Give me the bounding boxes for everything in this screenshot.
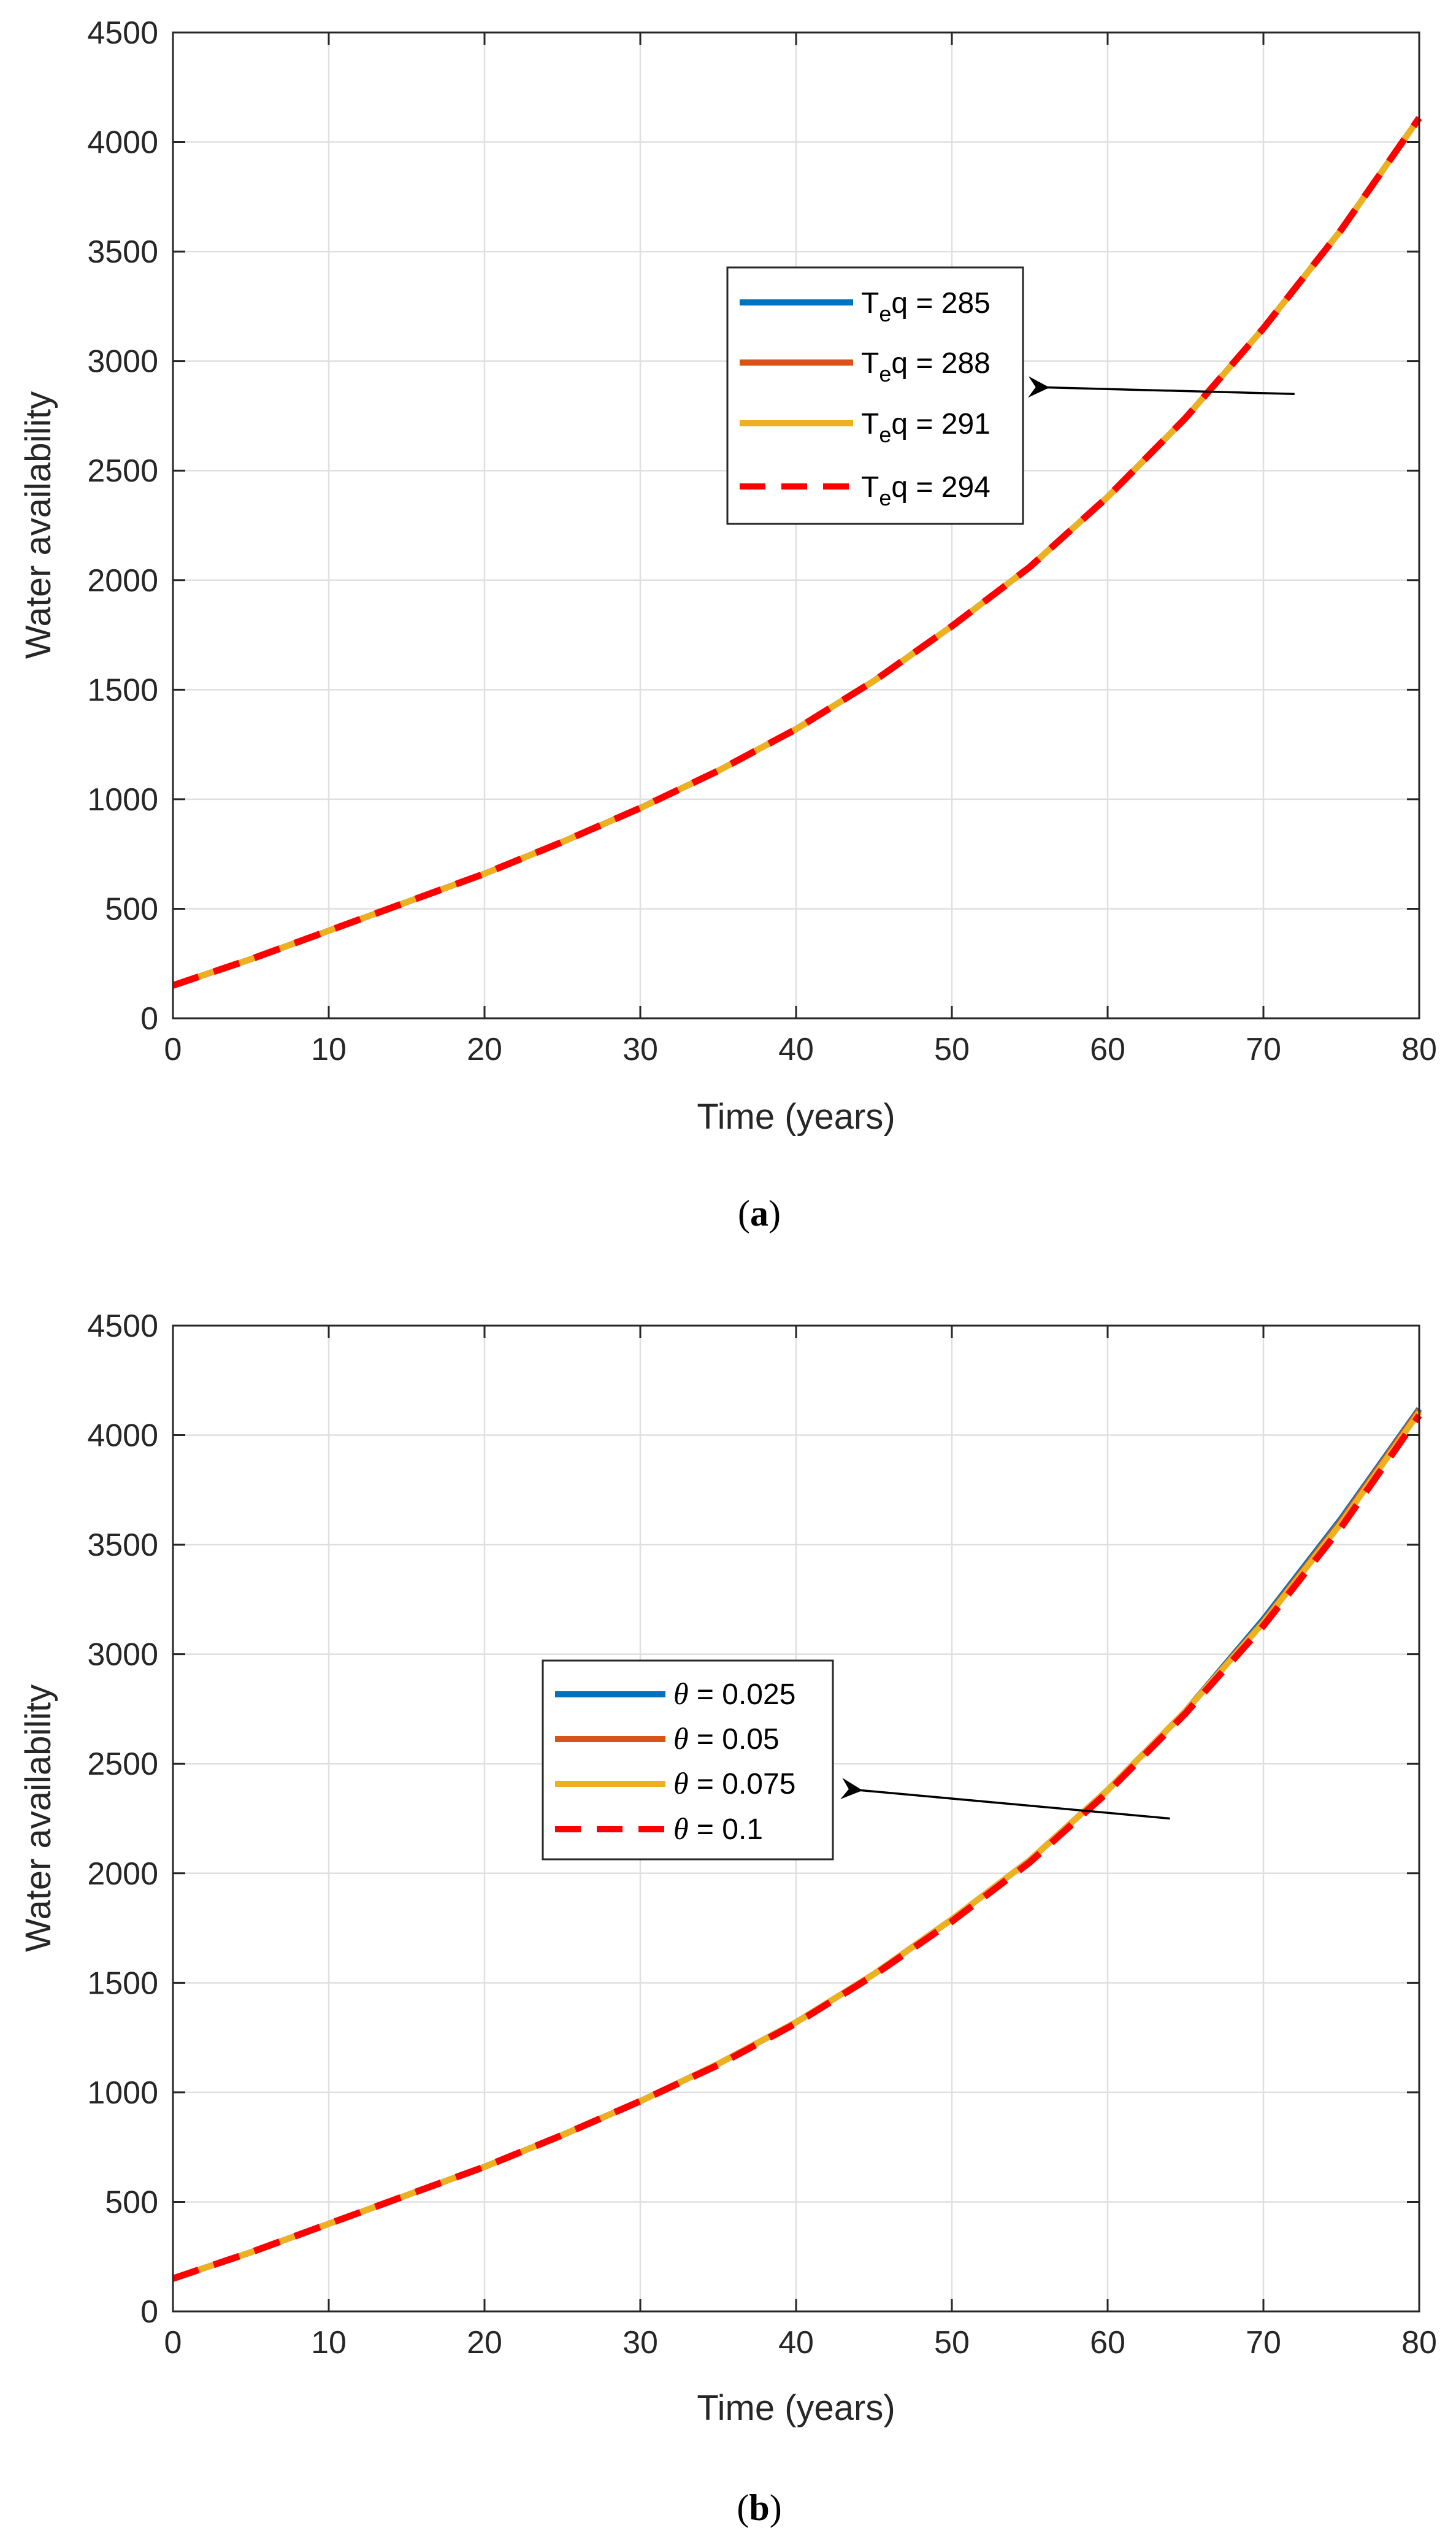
- legend-a: Teq = 285 Teq = 288 Teq = 291 Teq = 294: [726, 266, 1024, 525]
- series-lines-b: [172, 1407, 1422, 2282]
- arrow-line: [1027, 376, 1295, 398]
- x-tick-label: 60: [1090, 2325, 1125, 2360]
- y-tick-label: 1000: [87, 2075, 158, 2111]
- y-tick-label: 3000: [87, 344, 158, 380]
- x-tick-label: 0: [164, 1032, 182, 1067]
- y-axis-label-b: Water availability: [18, 1684, 58, 1952]
- y-tick-label: 1500: [87, 1965, 158, 2001]
- x-tick-label: 80: [1401, 1032, 1437, 1067]
- legend-label-theta-005: θ = 0.05: [673, 1721, 780, 1756]
- x-tick-label: 30: [623, 2325, 658, 2360]
- x-tick-label: 80: [1401, 2325, 1437, 2360]
- x-tick-label: 70: [1246, 1032, 1281, 1067]
- tick-labels-b: 0 10 20 30 40 50 60 70 80 0 500 1000 1500 2000 2500 300…: [87, 1308, 1437, 2360]
- y-tick-label: 4500: [87, 1308, 158, 1344]
- x-tick-label: 50: [934, 1032, 970, 1067]
- ticks-b: [172, 1324, 1420, 2313]
- y-tick-label: 2500: [87, 453, 158, 489]
- legend-label-theta-0025: θ = 0.025: [673, 1677, 795, 1711]
- legend-label-teq-288: Teq = 288: [861, 347, 990, 386]
- x-tick-label: 70: [1246, 2325, 1281, 2360]
- caption-b: (b): [737, 2487, 781, 2528]
- series-line-0-1: [172, 1413, 1422, 2282]
- x-tick-label: 40: [778, 1032, 814, 1067]
- y-tick-label: 500: [105, 2184, 158, 2220]
- x-tick-label: 20: [467, 1032, 502, 1067]
- annotation-arrow-b: [840, 1778, 1170, 1820]
- legend-box-a: [726, 266, 1024, 525]
- caption-a: (a): [738, 1193, 781, 1234]
- legend-label-theta-01: θ = 0.1: [673, 1811, 763, 1846]
- chart-b: 0 10 20 30 40 50 60 70 80 0 500 1000 1500 2000 2500 300…: [18, 1308, 1437, 2528]
- x-tick-label: 60: [1090, 1032, 1125, 1067]
- y-tick-label: 4000: [87, 1418, 158, 1454]
- x-tick-label: 50: [934, 2325, 970, 2360]
- x-axis-label-b: Time (years): [697, 2388, 895, 2428]
- series-line-teq-294: [172, 116, 1422, 989]
- y-tick-label: 3500: [87, 234, 158, 270]
- y-tick-label: 4500: [87, 15, 158, 51]
- x-axis-label-a: Time (years): [697, 1097, 895, 1137]
- x-tick-label: 10: [311, 1032, 347, 1067]
- x-tick-label: 40: [778, 2325, 814, 2360]
- x-tick-label: 30: [623, 1032, 658, 1067]
- x-tick-label: 20: [467, 2325, 502, 2360]
- x-tick-label: 10: [311, 2325, 347, 2360]
- ticks-a: [172, 31, 1420, 1020]
- tick-labels-a: 0 10 20 30 40 50 60 70 80 0 500 1000 1500 2000 2500 300…: [87, 15, 1437, 1067]
- y-tick-label: 4000: [87, 125, 158, 161]
- legend-b: θ = 0.025 θ = 0.05 θ = 0.075 θ = 0.1: [542, 1659, 834, 1861]
- chart-a: 0 10 20 30 40 50 60 70 80 0 500 1000 1500 2000 2500 300…: [18, 15, 1437, 1234]
- legend-label-teq-294: Teq = 294: [861, 471, 990, 510]
- y-tick-label: 2500: [87, 1746, 158, 1782]
- legend-label-teq-285: Teq = 285: [861, 287, 990, 326]
- y-tick-label: 2000: [87, 1856, 158, 1892]
- y-tick-label: 500: [105, 891, 158, 927]
- y-tick-label: 2000: [87, 563, 158, 599]
- y-tick-label: 0: [140, 2294, 158, 2330]
- y-tick-label: 3500: [87, 1527, 158, 1563]
- series-lines-a: [172, 116, 1422, 989]
- y-tick-label: 1000: [87, 782, 158, 818]
- legend-label-teq-291: Teq = 291: [861, 408, 990, 447]
- arrow-line: [840, 1778, 1170, 1820]
- y-tick-label: 0: [140, 1001, 158, 1037]
- y-tick-label: 3000: [87, 1637, 158, 1673]
- y-tick-label: 1500: [87, 672, 158, 708]
- y-axis-label-a: Water availability: [18, 391, 58, 659]
- legend-label-theta-0075: θ = 0.075: [673, 1766, 795, 1800]
- annotation-arrow-a: [1027, 376, 1295, 398]
- x-tick-label: 0: [164, 2325, 182, 2360]
